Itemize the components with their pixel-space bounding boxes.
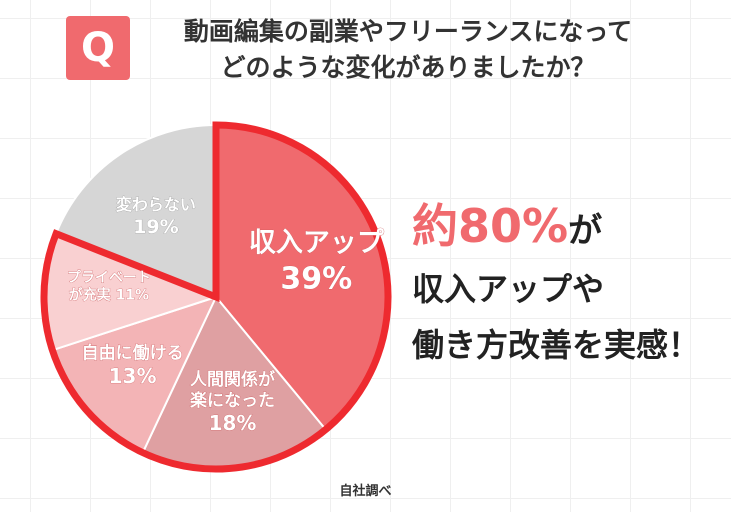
summary-line-3: 働き方改善を実感！ — [412, 326, 701, 364]
question-line-2: どのような変化がありましたか？ — [220, 53, 596, 82]
question-badge: Q — [66, 16, 130, 80]
question-line-1: 動画編集の副業やフリーランスになって — [183, 17, 633, 46]
slice-label-2-line-1: 13% — [109, 364, 157, 388]
slice-label-4-line-1: 19% — [133, 216, 178, 238]
slice-label-1-line-2: 18% — [209, 411, 257, 435]
pie-slice-4 — [54, 123, 217, 299]
slice-label-1-line-0: 人間関係が — [190, 369, 275, 390]
slice-label-3-line-1: が充実 11% — [69, 286, 149, 303]
question-title: 動画編集の副業やフリーランスになって どのような変化がありましたか？ — [148, 14, 668, 86]
source-note: 自社調べ — [339, 484, 392, 499]
slice-label-1-line-1: 楽になった — [190, 390, 275, 411]
slice-label-0-line-0: 収入アップ — [249, 228, 385, 259]
slice-label-2-line-0: 自由に働ける — [82, 343, 184, 364]
summary-line-1-rest: が — [568, 211, 603, 251]
summary-highlight: 約80% — [412, 199, 569, 253]
slice-label-3-line-0: プライベート — [67, 270, 151, 286]
slice-label-4-line-0: 変わらない — [116, 195, 196, 214]
slice-label-0-line-1: 39% — [280, 261, 352, 296]
summary-text: 約80%が 収入アップや 働き方改善を実感！ — [412, 196, 722, 373]
summary-line-2: 収入アップや — [412, 270, 605, 308]
summary-line-1: 約80%が — [412, 196, 722, 261]
highlight-outline — [40, 121, 392, 473]
